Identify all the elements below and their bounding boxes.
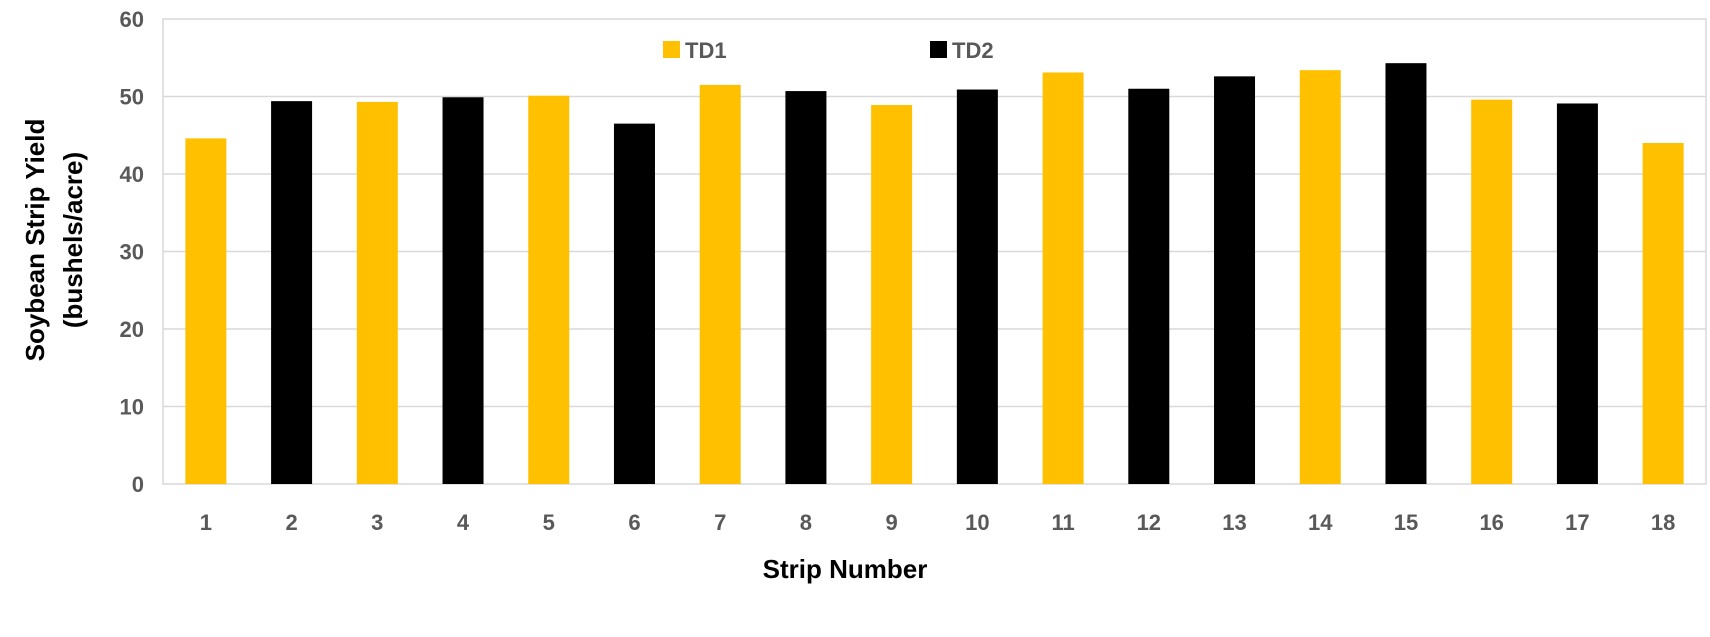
y-tick-label: 50: [120, 85, 144, 110]
x-axis-ticks: 1 2 3 4 5 6 7 8 9 10 11 12 13 14 15 16 17 18: [200, 510, 1676, 535]
bar-strip-13: [1214, 76, 1256, 484]
bar-strip-4: [442, 97, 484, 485]
gridlines: [163, 95, 1706, 408]
legend-swatch-td2: [930, 41, 947, 58]
x-tick-label: 17: [1565, 510, 1589, 535]
bar-strip-12: [1128, 88, 1170, 484]
x-tick-label: 10: [965, 510, 989, 535]
x-tick-label: 6: [628, 510, 640, 535]
x-tick-label: 11: [1051, 510, 1074, 535]
x-tick-label: 14: [1308, 510, 1333, 535]
legend: TD1 TD2: [663, 38, 994, 63]
x-axis-title: Strip Number: [763, 554, 928, 584]
bar-strip-2: [271, 101, 313, 485]
bar-strip-9: [871, 105, 913, 485]
x-tick-label: 15: [1394, 510, 1418, 535]
bar-strip-7: [699, 84, 741, 484]
y-axis-title-line2: (bushels/acre): [58, 152, 88, 328]
bar-strip-18: [1642, 143, 1684, 484]
bar-strip-6: [613, 123, 655, 484]
x-tick-label: 4: [457, 510, 470, 535]
bar-strip-1: [185, 138, 227, 484]
bars: [185, 63, 1684, 485]
bar-strip-8: [785, 91, 827, 484]
x-tick-label: 16: [1479, 510, 1503, 535]
x-tick-label: 13: [1222, 510, 1246, 535]
y-tick-label: 40: [120, 162, 144, 187]
y-tick-label: 30: [120, 240, 144, 265]
x-tick-label: 7: [714, 510, 726, 535]
bar-strip-14: [1299, 70, 1341, 485]
legend-swatch-td1: [663, 41, 680, 58]
y-axis-title-line1: Soybean Strip Yield: [20, 119, 50, 362]
bar-strip-3: [356, 101, 398, 485]
y-axis-ticks: 0 10 20 30 40 50 60: [120, 7, 144, 497]
bar-strip-15: [1385, 63, 1427, 485]
bar-strip-11: [1042, 72, 1084, 484]
x-tick-label: 18: [1651, 510, 1675, 535]
x-tick-label: 12: [1137, 510, 1161, 535]
y-tick-label: 10: [120, 395, 144, 420]
x-tick-label: 5: [543, 510, 555, 535]
y-tick-label: 60: [120, 7, 144, 32]
y-tick-label: 0: [132, 472, 144, 497]
bar-strip-17: [1556, 103, 1598, 484]
x-tick-label: 8: [800, 510, 812, 535]
x-tick-label: 3: [371, 510, 383, 535]
bar-strip-5: [528, 95, 570, 484]
legend-label-td2: TD2: [952, 38, 994, 63]
x-tick-label: 9: [886, 510, 898, 535]
y-tick-label: 20: [120, 317, 144, 342]
x-tick-label: 1: [200, 510, 212, 535]
legend-label-td1: TD1: [685, 38, 727, 63]
x-tick-label: 2: [285, 510, 297, 535]
bar-strip-16: [1471, 99, 1513, 484]
bar-strip-10: [956, 89, 998, 485]
